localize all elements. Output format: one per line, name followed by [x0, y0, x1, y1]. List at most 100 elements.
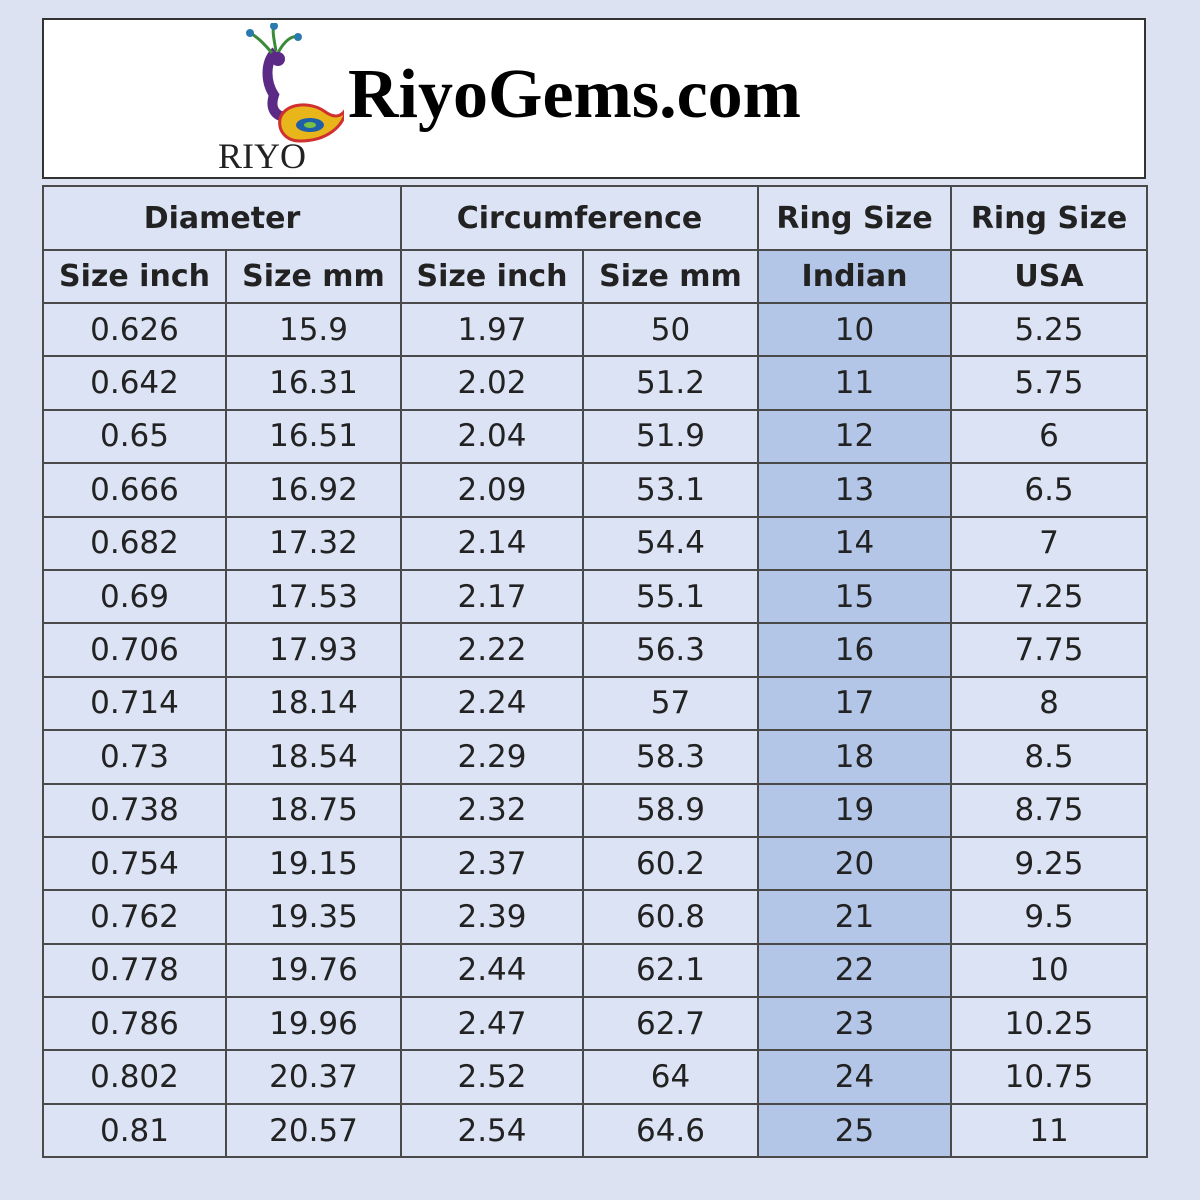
table-row: 0.738 18.75 2.32 58.9 19 8.75: [42, 782, 1148, 838]
table-cell: 8.5: [950, 729, 1148, 785]
table-cell: 0.786: [42, 996, 227, 1052]
table-cell: 21: [757, 889, 952, 945]
group-header: Ring Size: [757, 185, 952, 251]
table-cell: 2.39: [400, 889, 584, 945]
table-cell: 2.09: [400, 462, 584, 518]
table-cell: 64: [582, 1049, 759, 1105]
table-cell: 57: [582, 675, 759, 732]
table-row: 0.626 15.9 1.97 50 10 5.25: [42, 301, 1148, 358]
table-cell: 2.04: [400, 408, 584, 465]
table-cell: 15.9: [225, 301, 402, 358]
table-cell: 10.75: [950, 1049, 1148, 1105]
table-cell: 0.738: [42, 782, 227, 838]
table-cell: 2.29: [400, 729, 584, 785]
table-row: 0.706 17.93 2.22 56.3 16 7.75: [42, 622, 1148, 678]
group-header: Circumference: [400, 185, 759, 251]
table-row: 0.81 20.57 2.54 64.6 25 11: [42, 1102, 1148, 1159]
table-cell: 16.31: [225, 355, 402, 411]
table-cell: 19.96: [225, 996, 402, 1052]
table-row: 0.762 19.35 2.39 60.8 21 9.5: [42, 889, 1148, 945]
logo-text: RIYO: [218, 136, 306, 173]
table-cell: 0.762: [42, 889, 227, 945]
table-cell: 17.32: [225, 515, 402, 571]
table-cell: 62.1: [582, 942, 759, 999]
table-cell: 17.53: [225, 568, 402, 625]
table-cell: 10: [757, 301, 952, 358]
table-cell: 20: [757, 835, 952, 892]
table-cell: 19.35: [225, 889, 402, 945]
table-cell: 2.24: [400, 675, 584, 732]
table-cell: 55.1: [582, 568, 759, 625]
table-cell: 16.92: [225, 462, 402, 518]
table-cell: 0.81: [42, 1102, 227, 1159]
table-cell: 58.3: [582, 729, 759, 785]
table-cell: 24: [757, 1049, 952, 1105]
table-cell: 15: [757, 568, 952, 625]
header: RIYO RiyoGems.com: [42, 18, 1146, 179]
table-cell: 2.22: [400, 622, 584, 678]
group-header: Ring Size: [950, 185, 1148, 251]
table-cell: 7.25: [950, 568, 1148, 625]
table-cell: 51.9: [582, 408, 759, 465]
table-cell: 0.706: [42, 622, 227, 678]
table-cell: 11: [950, 1102, 1148, 1159]
table-cell: 8.75: [950, 782, 1148, 838]
table-cell: 0.754: [42, 835, 227, 892]
table-cell: 6.5: [950, 462, 1148, 518]
column-header: Size inch: [42, 249, 227, 304]
table-cell: 5.25: [950, 301, 1148, 358]
table-cell: 0.73: [42, 729, 227, 785]
table-row: 0.714 18.14 2.24 57 17 8: [42, 675, 1148, 732]
table-cell: 2.47: [400, 996, 584, 1052]
logo: RIYO: [218, 23, 344, 173]
table-cell: 0.65: [42, 408, 227, 465]
table-cell: 12: [757, 408, 952, 465]
table-cell: 11: [757, 355, 952, 411]
table-cell: 25: [757, 1102, 952, 1159]
table-cell: 2.54: [400, 1102, 584, 1159]
table-cell: 19.15: [225, 835, 402, 892]
table-cell: 0.778: [42, 942, 227, 999]
table-row: 0.73 18.54 2.29 58.3 18 8.5: [42, 729, 1148, 785]
ring-size-table: Diameter Circumference Ring Size Ring Size S…: [42, 185, 1148, 1159]
table-row: 0.778 19.76 2.44 62.1 22 10: [42, 942, 1148, 999]
table-cell: 0.626: [42, 301, 227, 358]
table-cell: 0.714: [42, 675, 227, 732]
table-row: 0.786 19.96 2.47 62.7 23 10.25: [42, 996, 1148, 1052]
column-header: Indian: [757, 249, 952, 304]
table-cell: 7.75: [950, 622, 1148, 678]
table-cell: 60.2: [582, 835, 759, 892]
table-cell: 0.802: [42, 1049, 227, 1105]
table-cell: 8: [950, 675, 1148, 732]
table-cell: 9.5: [950, 889, 1148, 945]
group-header: Diameter: [42, 185, 402, 251]
table-cell: 23: [757, 996, 952, 1052]
table-cell: 18.54: [225, 729, 402, 785]
table-cell: 17.93: [225, 622, 402, 678]
table-cell: 18.14: [225, 675, 402, 732]
table-cell: 22: [757, 942, 952, 999]
table-cell: 51.2: [582, 355, 759, 411]
table-row: 0.69 17.53 2.17 55.1 15 7.25: [42, 568, 1148, 625]
table-cell: 10: [950, 942, 1148, 999]
table-cell: 19.76: [225, 942, 402, 999]
table-cell: 10.25: [950, 996, 1148, 1052]
table-cell: 56.3: [582, 622, 759, 678]
table-cell: 62.7: [582, 996, 759, 1052]
site-title: RiyoGems.com: [348, 56, 801, 133]
table-cell: 9.25: [950, 835, 1148, 892]
column-header-row: Size inch Size mm Size inch Size mm Indian US…: [42, 249, 1148, 304]
table-cell: 2.52: [400, 1049, 584, 1105]
table-cell: 0.682: [42, 515, 227, 571]
table-cell: 0.69: [42, 568, 227, 625]
table-cell: 16: [757, 622, 952, 678]
table-cell: 2.17: [400, 568, 584, 625]
column-header: Size mm: [225, 249, 402, 304]
table-cell: 60.8: [582, 889, 759, 945]
table-cell: 64.6: [582, 1102, 759, 1159]
table-cell: 2.14: [400, 515, 584, 571]
table-cell: 53.1: [582, 462, 759, 518]
table-cell: 20.57: [225, 1102, 402, 1159]
table-cell: 5.75: [950, 355, 1148, 411]
